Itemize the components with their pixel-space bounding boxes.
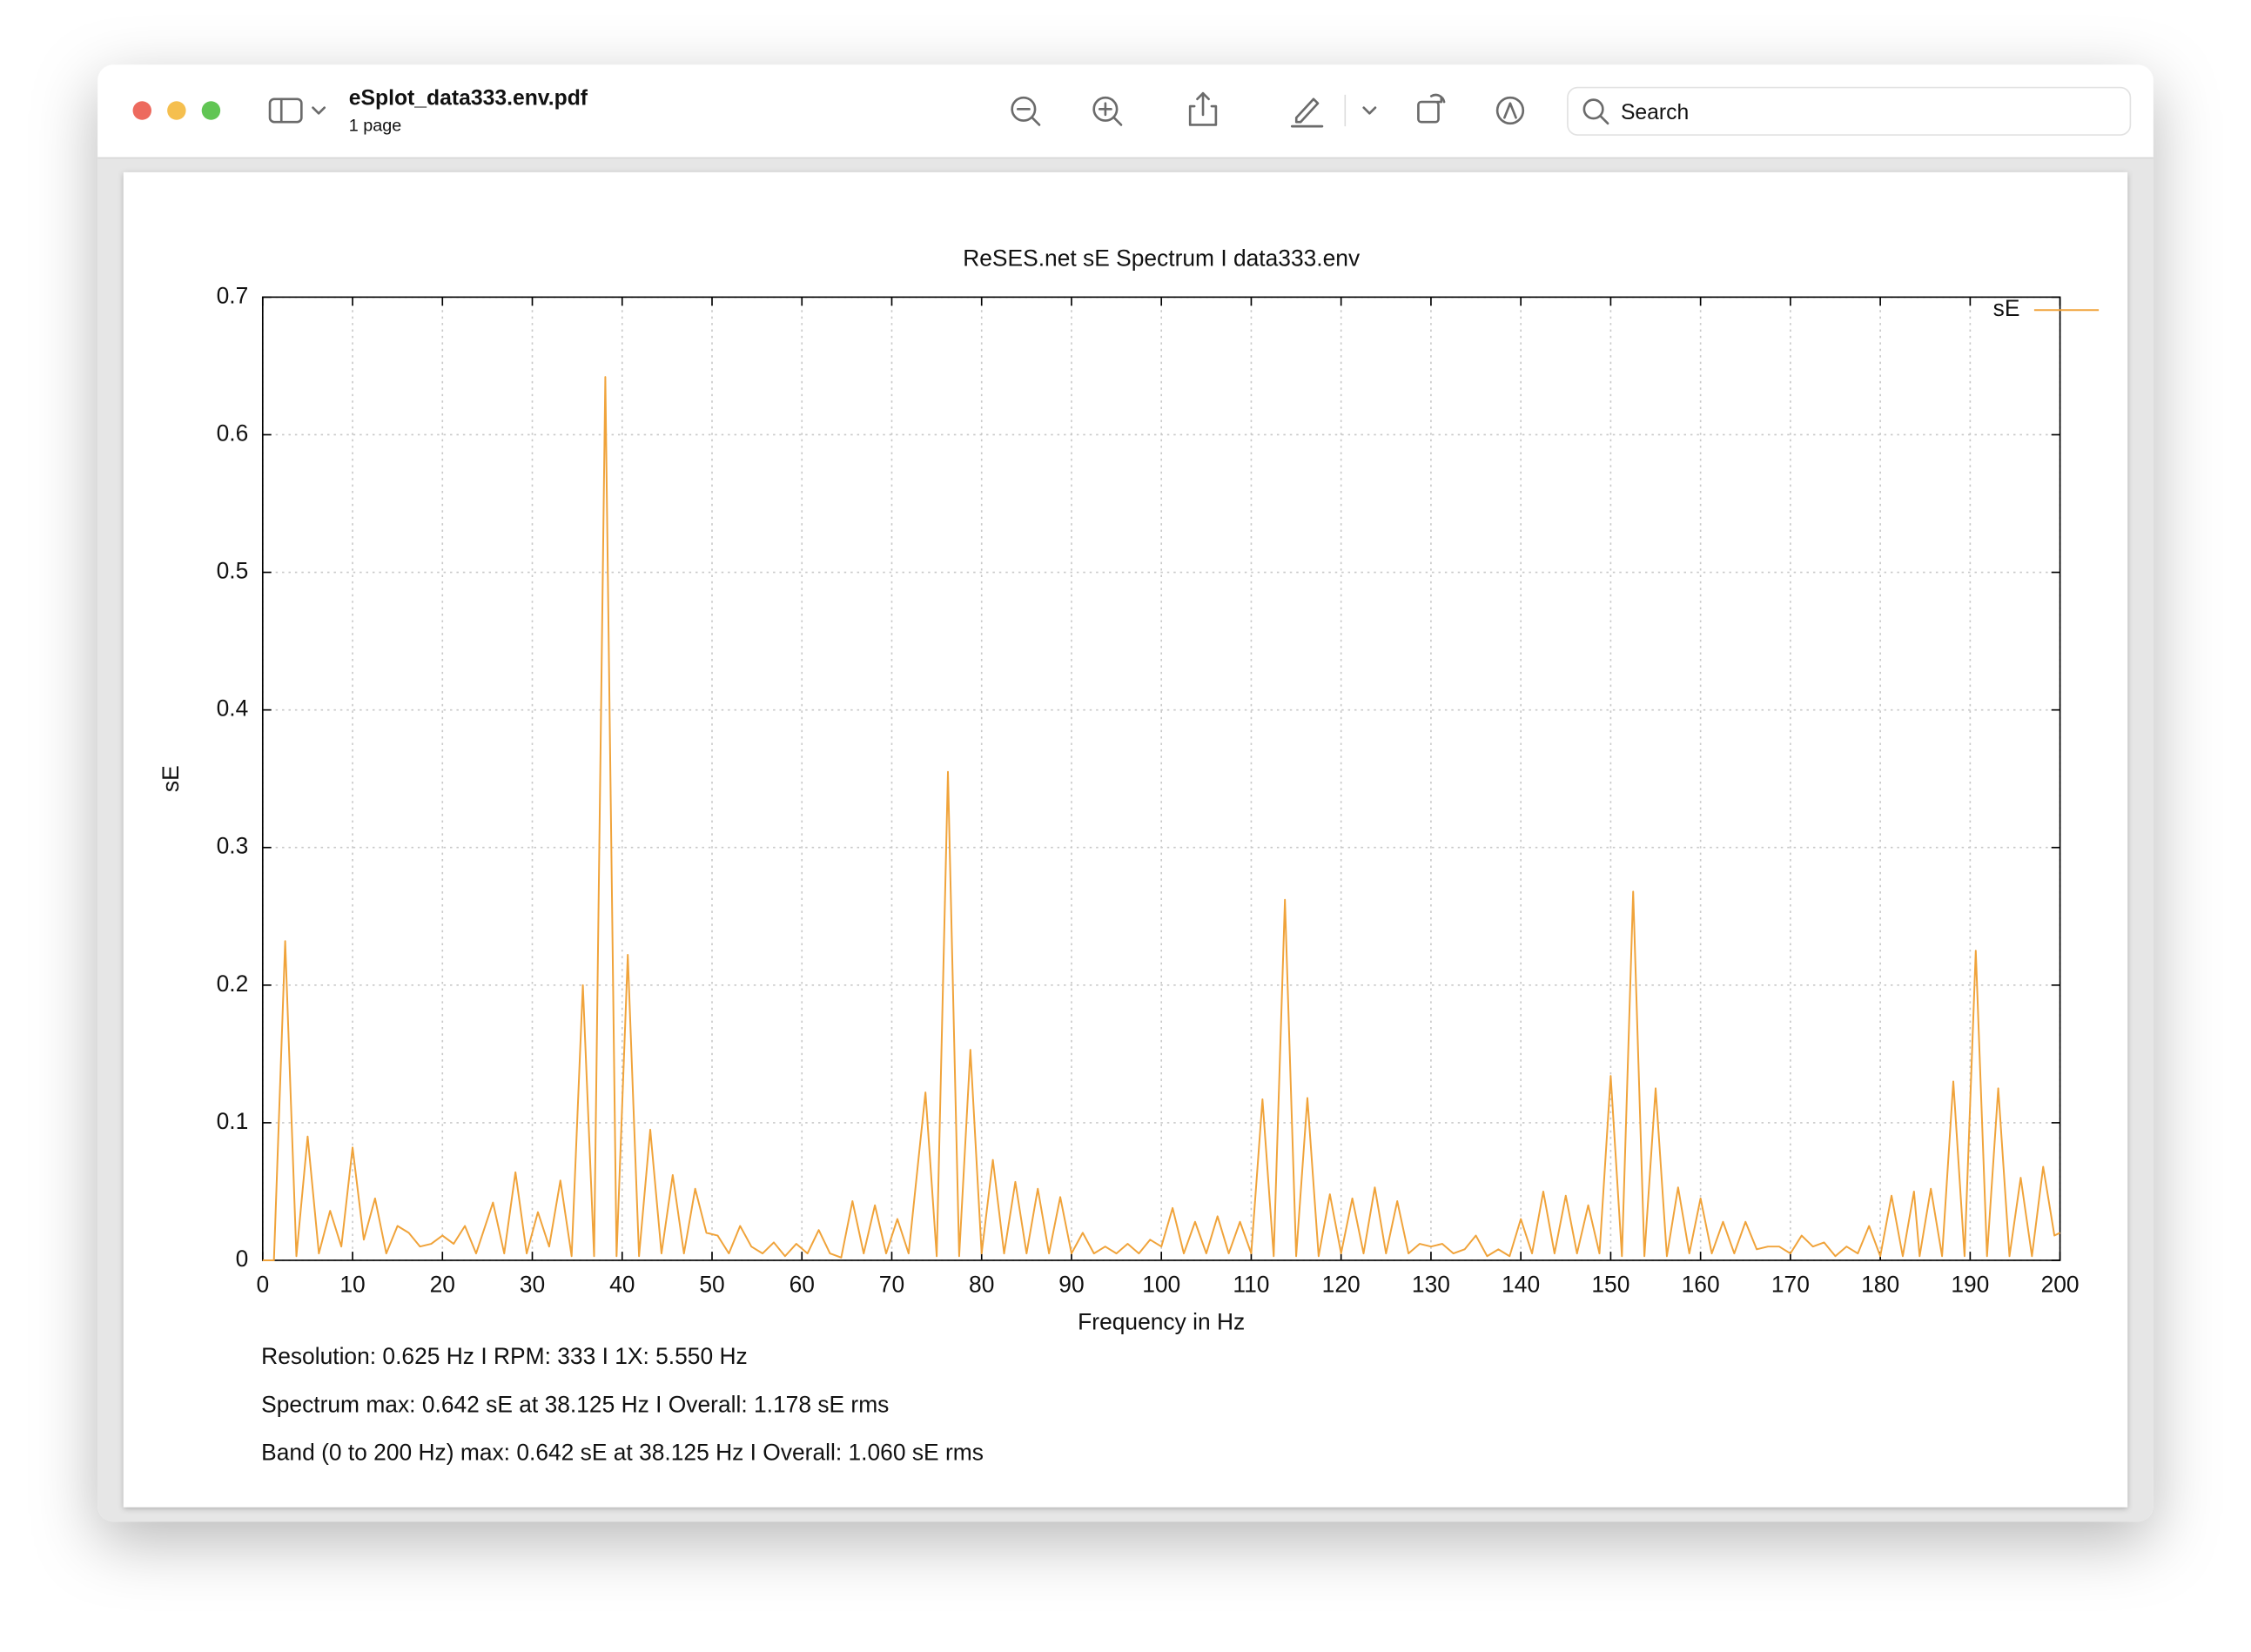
- annotation: Band (0 to 200 Hz) max: 0.642 sE at 38.1…: [261, 1440, 984, 1466]
- zoom-out[interactable]: [1011, 96, 1041, 126]
- x-tick-label: 160: [1682, 1272, 1720, 1298]
- x-tick-label: 200: [2041, 1272, 2080, 1298]
- sidebar-toggle[interactable]: [268, 97, 326, 124]
- search-placeholder: Search: [1621, 101, 1689, 124]
- x-tick-label: 180: [1861, 1272, 1899, 1298]
- search-field[interactable]: [1567, 86, 2132, 136]
- y-tick-label: 0: [236, 1246, 249, 1272]
- zoom-in[interactable]: [1092, 96, 1123, 126]
- markup[interactable]: [1290, 97, 1324, 128]
- share[interactable]: [1188, 91, 1218, 126]
- x-tick-label: 10: [339, 1272, 365, 1298]
- annotate[interactable]: [1495, 96, 1525, 125]
- x-tick-label: 70: [879, 1272, 904, 1298]
- x-tick-label: 110: [1233, 1272, 1269, 1298]
- y-tick-label: 0.3: [217, 833, 249, 859]
- x-tick-label: 120: [1322, 1272, 1361, 1298]
- x-tick-label: 100: [1142, 1272, 1180, 1298]
- search-icon: [1582, 98, 1609, 125]
- x-tick-label: 80: [969, 1272, 994, 1298]
- rotate[interactable]: [1417, 93, 1446, 124]
- zoom-button[interactable]: [201, 101, 221, 120]
- y-axis-label: sE: [158, 765, 184, 792]
- x-tick-label: 20: [430, 1272, 455, 1298]
- y-tick-label: 0.2: [217, 970, 249, 997]
- x-tick-label: 130: [1412, 1272, 1450, 1298]
- y-tick-label: 0.5: [217, 558, 249, 584]
- annotation: Resolution: 0.625 Hz I RPM: 333 I 1X: 5.…: [261, 1343, 748, 1369]
- x-tick-label: 40: [609, 1272, 635, 1298]
- minimize-button[interactable]: [167, 101, 186, 120]
- x-tick-label: 60: [790, 1272, 815, 1298]
- x-axis-label: Frequency in Hz: [1078, 1309, 1245, 1335]
- x-tick-label: 0: [256, 1272, 269, 1298]
- x-tick-label: 90: [1058, 1272, 1084, 1298]
- close-button[interactable]: [132, 101, 151, 120]
- x-tick-label: 140: [1502, 1272, 1540, 1298]
- y-tick-label: 0.4: [217, 695, 249, 722]
- x-tick-label: 190: [1951, 1272, 1989, 1298]
- legend-label: sE: [1993, 295, 2020, 321]
- window-title: eSplot_data333.env.pdf: [349, 86, 588, 110]
- data-line: [262, 376, 2061, 1261]
- plot-frame: [261, 296, 2061, 1261]
- markup-menu[interactable]: [1362, 106, 1377, 115]
- x-tick-label: 150: [1591, 1272, 1629, 1298]
- window-subtitle: 1 page: [349, 116, 402, 135]
- x-tick-label: 30: [520, 1272, 545, 1298]
- pdf-page: [123, 171, 2128, 1508]
- window-layer: eSplot_data333.env.pdf 1 page Search ReS…: [97, 64, 2154, 1522]
- y-tick-label: 0.7: [217, 282, 249, 308]
- chart-title: ReSES.net sE Spectrum I data333.env: [963, 245, 1361, 271]
- x-tick-label: 170: [1771, 1272, 1810, 1298]
- annotation: Spectrum max: 0.642 sE at 38.125 Hz I Ov…: [261, 1391, 889, 1417]
- x-tick-label: 50: [699, 1272, 724, 1298]
- y-tick-label: 0.6: [217, 420, 249, 446]
- chart: ReSES.net sE Spectrum I data333.env Frequ…: [158, 245, 2100, 1466]
- y-tick-label: 0.1: [217, 1108, 249, 1134]
